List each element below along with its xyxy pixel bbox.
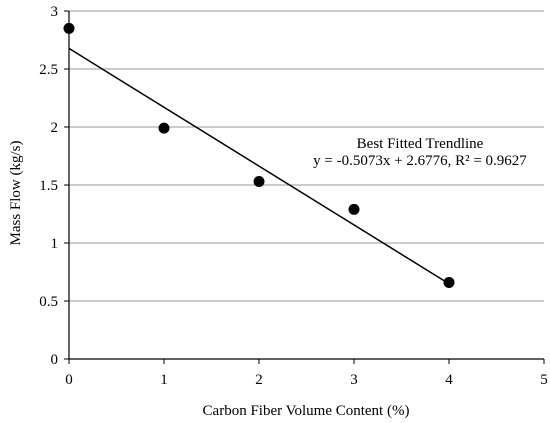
trendline [68, 47, 450, 285]
x-axis-title: Carbon Fiber Volume Content (%) [203, 403, 410, 419]
x-tick-label: 2 [255, 372, 263, 388]
x-tick-label: 3 [350, 372, 358, 388]
y-tick-label: 0.5 [39, 294, 58, 310]
axes [64, 10, 545, 364]
trendline-equation: y = -0.5073x + 2.6776, R² = 0.9627 [313, 153, 527, 169]
y-tick-label: 1 [51, 236, 59, 252]
trendline-group [68, 47, 450, 285]
y-axis-title: Mass Flow (kg/s) [8, 140, 24, 245]
data-points [63, 22, 455, 288]
tick-labels: 0 0.5 1 1.5 2 2.5 3 0 1 2 3 4 5 [39, 4, 548, 388]
x-tick-label: 0 [65, 372, 73, 388]
y-tick-label: 3 [51, 4, 59, 20]
data-point [348, 203, 360, 215]
y-tick-label: 1.5 [39, 178, 58, 194]
data-point [443, 276, 455, 288]
gridlines [69, 10, 544, 302]
trendline-title: Best Fitted Trendline [357, 136, 484, 152]
data-point [158, 122, 170, 134]
data-point [63, 22, 75, 34]
x-tick-label: 4 [445, 372, 453, 388]
y-tick-label: 2 [51, 120, 59, 136]
data-point [253, 176, 265, 188]
x-tick-label: 1 [160, 372, 168, 388]
y-tick-label: 2.5 [39, 62, 58, 78]
x-tick-label: 5 [540, 372, 548, 388]
y-tick-label: 0 [51, 352, 59, 368]
